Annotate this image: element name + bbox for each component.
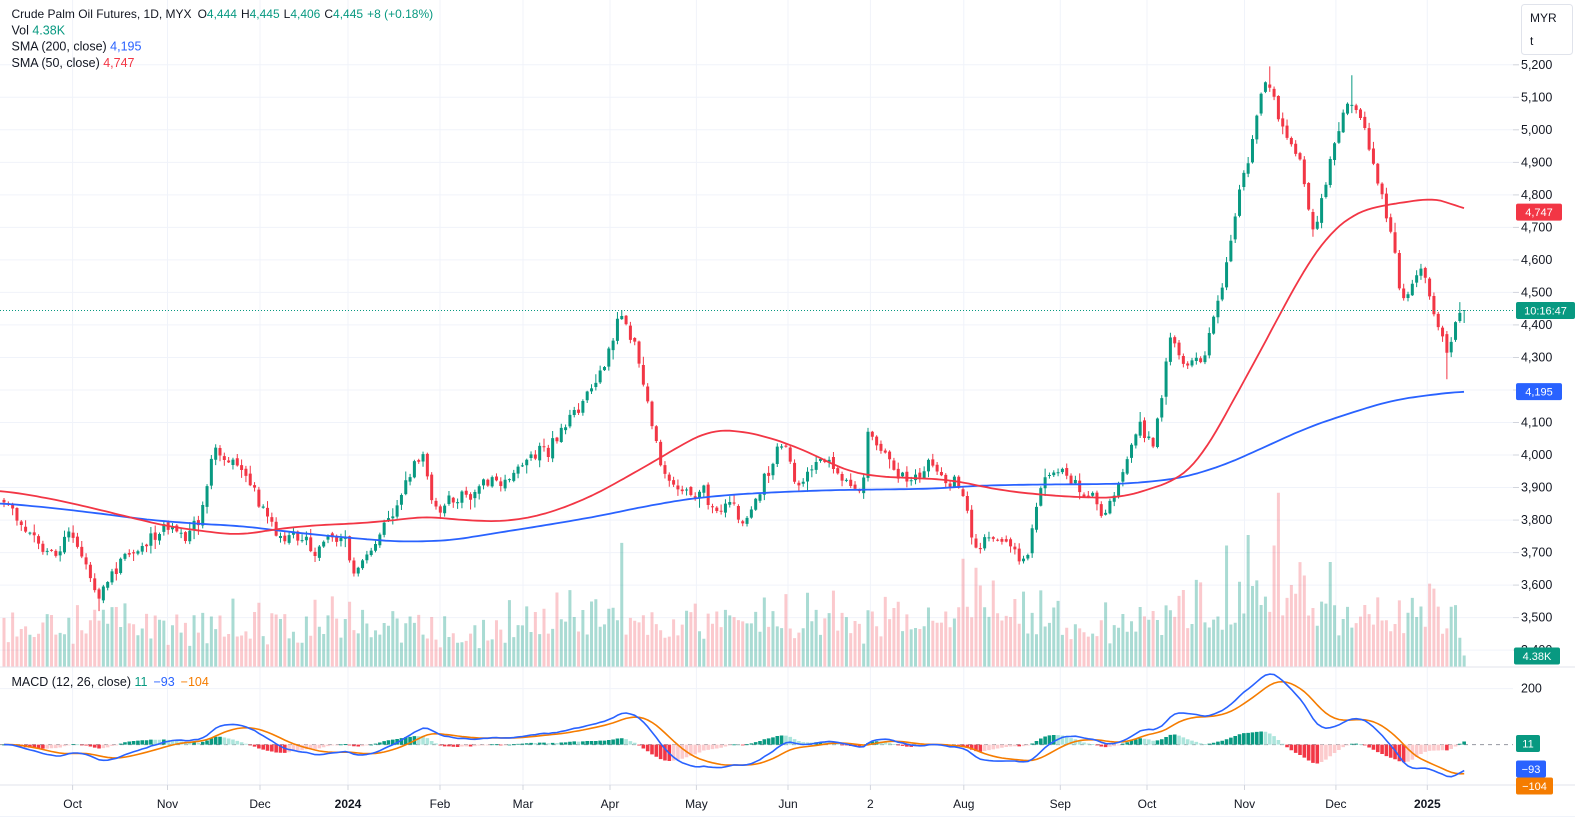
svg-text:4,900: 4,900 <box>1521 155 1552 169</box>
svg-text:SMA (200, close) 4,195: SMA (200, close) 4,195 <box>12 40 142 54</box>
svg-text:−93: −93 <box>1522 764 1541 776</box>
svg-text:Jun: Jun <box>778 797 797 811</box>
svg-text:3,800: 3,800 <box>1521 513 1552 527</box>
svg-text:4,100: 4,100 <box>1521 416 1552 430</box>
svg-text:Mar: Mar <box>513 797 534 811</box>
svg-text:5,100: 5,100 <box>1521 90 1552 104</box>
svg-text:11: 11 <box>1522 739 1533 751</box>
svg-text:5,200: 5,200 <box>1521 58 1552 72</box>
svg-text:4,500: 4,500 <box>1521 285 1552 299</box>
svg-text:3,500: 3,500 <box>1521 611 1552 625</box>
svg-text:4,300: 4,300 <box>1521 351 1552 365</box>
svg-text:SMA (50, close) 4,747: SMA (50, close) 4,747 <box>12 56 135 70</box>
svg-text:4,700: 4,700 <box>1521 220 1552 234</box>
svg-text:Apr: Apr <box>601 797 620 811</box>
svg-text:Aug: Aug <box>953 797 974 811</box>
svg-text:Oct: Oct <box>63 797 82 811</box>
svg-text:3,700: 3,700 <box>1521 546 1552 560</box>
svg-text:4,400: 4,400 <box>1521 318 1552 332</box>
svg-text:−104: −104 <box>1522 781 1547 793</box>
svg-text:4,800: 4,800 <box>1521 188 1552 202</box>
svg-text:Oct: Oct <box>1138 797 1157 811</box>
svg-text:MACD (12, 26, close) 11−93−104: MACD (12, 26, close) 11 −93 −104 <box>12 675 209 689</box>
svg-text:3,600: 3,600 <box>1521 578 1552 592</box>
svg-text:4,600: 4,600 <box>1521 253 1552 267</box>
svg-text:May: May <box>685 797 708 811</box>
svg-text:Nov: Nov <box>1234 797 1255 811</box>
svg-text:2025: 2025 <box>1414 797 1441 811</box>
svg-text:4.38K: 4.38K <box>1523 651 1552 663</box>
svg-text:Sep: Sep <box>1050 797 1072 811</box>
svg-text:5,000: 5,000 <box>1521 123 1552 137</box>
svg-text:Vol 4.38K: Vol 4.38K <box>12 24 66 38</box>
svg-text:200: 200 <box>1521 682 1542 696</box>
svg-text:t: t <box>1530 34 1534 48</box>
svg-text:2: 2 <box>867 797 874 811</box>
svg-text:4,000: 4,000 <box>1521 448 1552 462</box>
svg-text:10:16:47: 10:16:47 <box>1524 306 1567 318</box>
svg-text:Crude Palm Oil Futures, 1D, MY: Crude Palm Oil Futures, 1D, MYX O4,444 H4,… <box>12 7 434 21</box>
svg-text:Feb: Feb <box>430 797 451 811</box>
svg-text:4,747: 4,747 <box>1525 207 1553 219</box>
svg-text:3,900: 3,900 <box>1521 481 1552 495</box>
svg-text:MYR: MYR <box>1530 11 1557 25</box>
svg-text:4,195: 4,195 <box>1525 387 1553 399</box>
svg-text:Nov: Nov <box>157 797 178 811</box>
svg-text:2024: 2024 <box>335 797 362 811</box>
svg-text:Dec: Dec <box>249 797 270 811</box>
svg-text:Dec: Dec <box>1325 797 1346 811</box>
